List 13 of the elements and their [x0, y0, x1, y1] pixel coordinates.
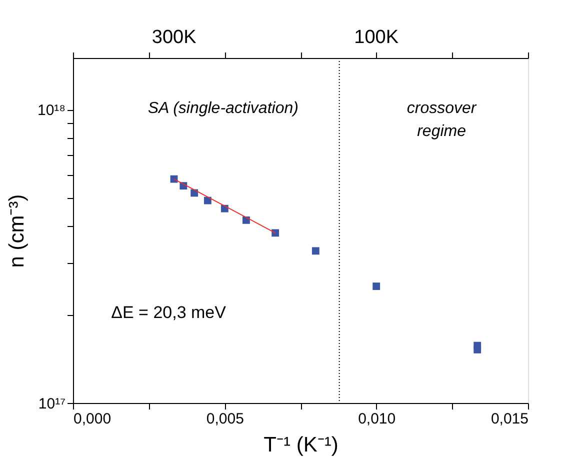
y-tick-label: 10¹⁷ — [38, 396, 66, 412]
annotation: crossover regime — [406, 100, 477, 140]
x-axis-title: T⁻¹ (K⁻¹) — [264, 434, 338, 456]
text: 300K — [152, 27, 197, 48]
y-axis-title: n (cm⁻³) — [5, 194, 28, 268]
text: 100K — [354, 27, 399, 48]
x-tick-label: 0,000 — [74, 410, 112, 428]
x-tick-label: 0,005 — [206, 410, 244, 428]
y-tick-label: 10¹⁸ — [37, 102, 66, 120]
x-tick-label: 0,010 — [358, 410, 396, 428]
x-tick-label: 0,015 — [490, 410, 528, 428]
annotation: ΔE = 20,3 meV — [111, 303, 227, 322]
annotation: SA (single-activation) — [148, 100, 298, 117]
